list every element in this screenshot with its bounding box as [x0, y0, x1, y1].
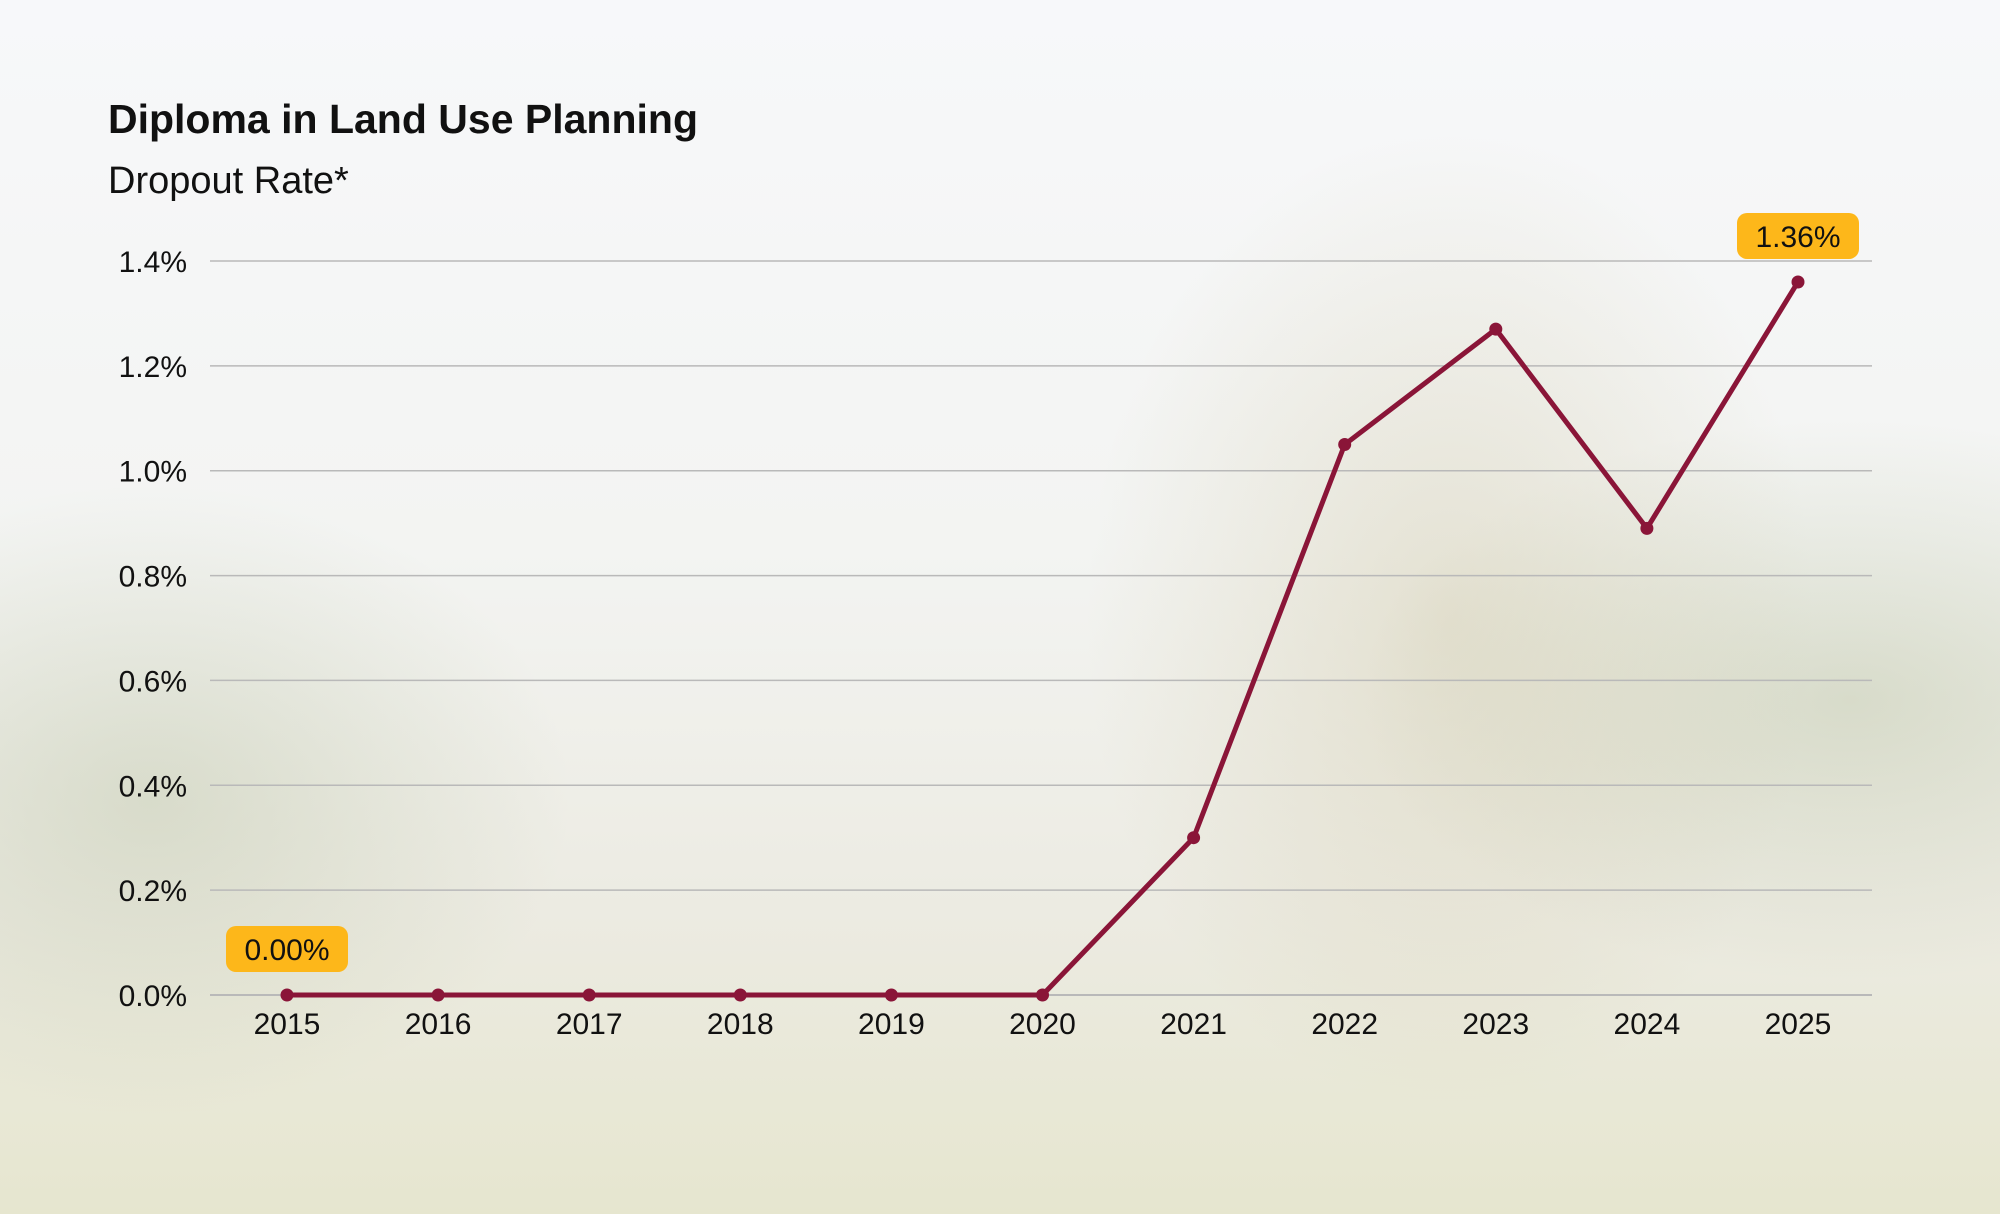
y-tick-label: 0.2%: [119, 875, 187, 908]
x-tick-label: 2022: [1311, 1008, 1378, 1041]
data-point: [733, 988, 747, 1002]
data-label: 0.00%: [244, 934, 329, 967]
y-tick-label: 0.8%: [119, 561, 187, 594]
chart-title: Diploma in Land Use Planning: [108, 96, 698, 142]
data-point: [1640, 521, 1654, 535]
y-tick-label: 0.4%: [119, 770, 187, 803]
data-point: [1036, 988, 1049, 1002]
y-tick-label: 1.2%: [119, 351, 187, 384]
y-tick-label: 1.0%: [119, 456, 187, 489]
y-tick-label: 1.4%: [119, 246, 187, 279]
y-tick-label: 0.0%: [119, 980, 187, 1013]
x-tick-label: 2018: [707, 1008, 774, 1041]
data-point: [884, 988, 898, 1002]
x-tick-label: 2019: [858, 1008, 925, 1041]
data-point: [1489, 322, 1503, 336]
data-point: [280, 988, 294, 1002]
x-tick-label: 2024: [1614, 1008, 1681, 1041]
data-point: [582, 988, 596, 1002]
data-label-badge: [226, 926, 348, 972]
x-tick-label: 2017: [556, 1008, 623, 1041]
series-line: [287, 280, 1801, 998]
x-tick-label: 2021: [1160, 1008, 1227, 1041]
data-point: [1338, 438, 1352, 451]
chart-subtitle: Dropout Rate*: [108, 160, 349, 202]
x-tick-label: 2016: [405, 1008, 472, 1041]
data-label: 1.36%: [1755, 221, 1840, 254]
data-label-badge: [1737, 212, 1859, 259]
data-point: [1791, 275, 1805, 289]
data-point: [1187, 831, 1201, 845]
data-point: [431, 988, 445, 1002]
y-tick-label: 0.6%: [119, 665, 187, 698]
x-tick-label: 2023: [1462, 1008, 1529, 1041]
x-tick-label: 2015: [254, 1008, 321, 1041]
x-tick-label: 2020: [1009, 1008, 1076, 1041]
x-tick-label: 2025: [1765, 1008, 1832, 1041]
